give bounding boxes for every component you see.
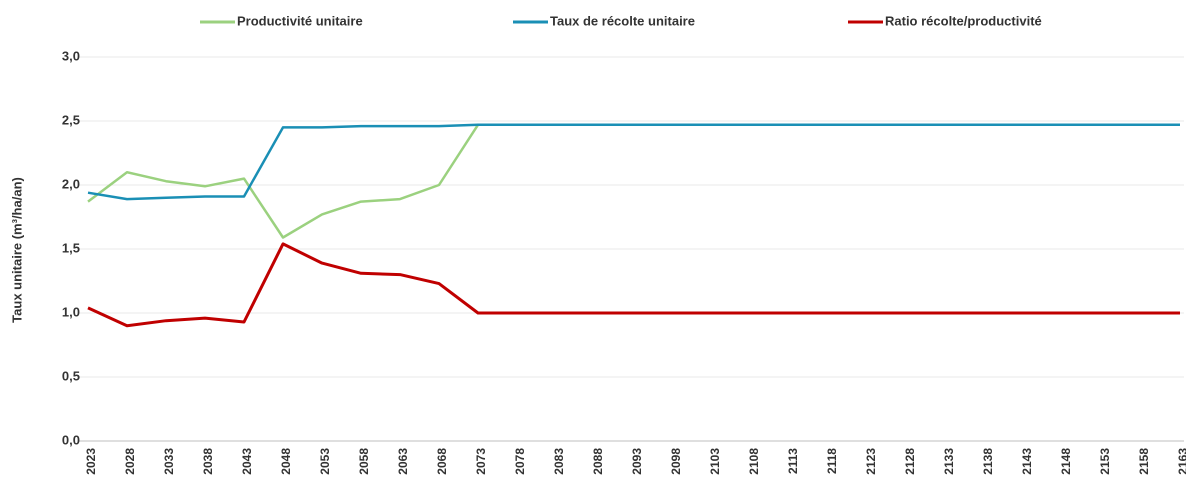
x-tick-label: 2153 bbox=[1098, 448, 1112, 475]
x-tick-label: 2108 bbox=[747, 448, 761, 475]
y-tick-label: 2,5 bbox=[62, 112, 80, 127]
x-tick-label: 2118 bbox=[825, 448, 839, 474]
x-tick-label: 2143 bbox=[1020, 448, 1034, 475]
x-tick-label: 2098 bbox=[669, 448, 683, 475]
x-tick-label: 2158 bbox=[1137, 448, 1151, 475]
x-tick-label: 2023 bbox=[84, 448, 98, 475]
x-tick-label: 2068 bbox=[435, 448, 449, 475]
series-line bbox=[87, 242, 1180, 328]
x-tick-label: 2058 bbox=[357, 448, 371, 475]
y-tick-label: 1,0 bbox=[62, 304, 80, 319]
x-tick-label: 2148 bbox=[1059, 448, 1073, 475]
x-tick-label: 2033 bbox=[162, 448, 176, 475]
y-tick-label: 0,0 bbox=[62, 432, 80, 447]
x-tick-label: 2053 bbox=[318, 448, 332, 475]
x-tick-label: 2113 bbox=[786, 448, 800, 474]
y-tick-label: 3,0 bbox=[62, 48, 80, 63]
legend-label: Productivité unitaire bbox=[237, 13, 363, 28]
legend-label: Ratio récolte/productivité bbox=[885, 13, 1042, 28]
x-tick-label: 2088 bbox=[591, 448, 605, 475]
y-tick-label: 2,0 bbox=[62, 176, 80, 191]
x-tick-label: 2123 bbox=[864, 448, 878, 475]
x-tick-label: 2163 bbox=[1176, 448, 1186, 475]
legend-label: Taux de récolte unitaire bbox=[550, 13, 695, 28]
y-tick-label: 1,5 bbox=[62, 240, 80, 255]
x-tick-label: 2093 bbox=[630, 448, 644, 475]
x-tick-label: 2043 bbox=[240, 448, 254, 475]
y-tick-label: 0,5 bbox=[62, 368, 80, 383]
x-tick-label: 2103 bbox=[708, 448, 722, 475]
x-tick-label: 2038 bbox=[201, 448, 215, 475]
x-tick-label: 2073 bbox=[474, 448, 488, 475]
x-tick-label: 2063 bbox=[396, 448, 410, 475]
x-tick-label: 2078 bbox=[513, 448, 527, 475]
x-tick-label: 2083 bbox=[552, 448, 566, 475]
x-tick-label: 2028 bbox=[123, 448, 137, 475]
x-tick-label: 2138 bbox=[981, 448, 995, 475]
y-axis-title: Taux unitaire (m³/ha/an) bbox=[9, 177, 24, 323]
x-tick-label: 2128 bbox=[903, 448, 917, 475]
series-line bbox=[87, 123, 1180, 201]
x-tick-label: 2048 bbox=[279, 448, 293, 475]
x-tick-label: 2133 bbox=[942, 448, 956, 475]
